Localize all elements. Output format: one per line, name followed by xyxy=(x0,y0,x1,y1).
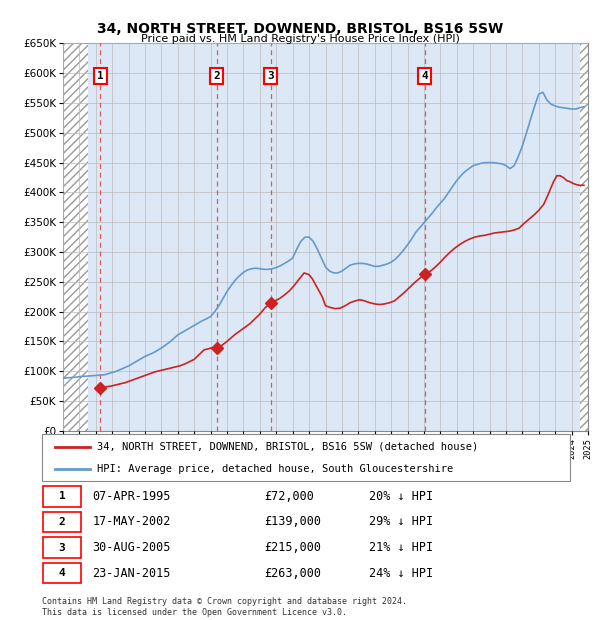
Text: 4: 4 xyxy=(59,568,65,578)
Text: 17-MAY-2002: 17-MAY-2002 xyxy=(92,515,170,528)
Text: 34, NORTH STREET, DOWNEND, BRISTOL, BS16 5SW (detached house): 34, NORTH STREET, DOWNEND, BRISTOL, BS16… xyxy=(97,441,479,451)
Text: £139,000: £139,000 xyxy=(264,515,321,528)
Text: 4: 4 xyxy=(422,71,428,81)
Text: 1: 1 xyxy=(59,492,65,502)
Text: 34, NORTH STREET, DOWNEND, BRISTOL, BS16 5SW: 34, NORTH STREET, DOWNEND, BRISTOL, BS16… xyxy=(97,22,503,36)
Text: HPI: Average price, detached house, South Gloucestershire: HPI: Average price, detached house, Sout… xyxy=(97,464,454,474)
Text: 30-AUG-2005: 30-AUG-2005 xyxy=(92,541,170,554)
FancyBboxPatch shape xyxy=(43,563,81,583)
Text: 20% ↓ HPI: 20% ↓ HPI xyxy=(370,490,433,503)
Text: 3: 3 xyxy=(268,71,274,81)
FancyBboxPatch shape xyxy=(43,538,81,558)
Text: 24% ↓ HPI: 24% ↓ HPI xyxy=(370,567,433,580)
Bar xyxy=(63,43,88,431)
FancyBboxPatch shape xyxy=(42,434,570,481)
Text: 21% ↓ HPI: 21% ↓ HPI xyxy=(370,541,433,554)
Text: £215,000: £215,000 xyxy=(264,541,321,554)
Text: 2: 2 xyxy=(214,71,220,81)
Text: 3: 3 xyxy=(59,542,65,552)
Text: £72,000: £72,000 xyxy=(264,490,314,503)
FancyBboxPatch shape xyxy=(43,486,81,507)
Text: 29% ↓ HPI: 29% ↓ HPI xyxy=(370,515,433,528)
Bar xyxy=(580,43,588,431)
Text: 1: 1 xyxy=(97,71,104,81)
Text: 2: 2 xyxy=(59,517,65,527)
Text: Price paid vs. HM Land Registry's House Price Index (HPI): Price paid vs. HM Land Registry's House … xyxy=(140,34,460,44)
Text: £263,000: £263,000 xyxy=(264,567,321,580)
Text: 23-JAN-2015: 23-JAN-2015 xyxy=(92,567,170,580)
Text: Contains HM Land Registry data © Crown copyright and database right 2024.
This d: Contains HM Land Registry data © Crown c… xyxy=(42,598,407,617)
FancyBboxPatch shape xyxy=(43,512,81,532)
Text: 07-APR-1995: 07-APR-1995 xyxy=(92,490,170,503)
